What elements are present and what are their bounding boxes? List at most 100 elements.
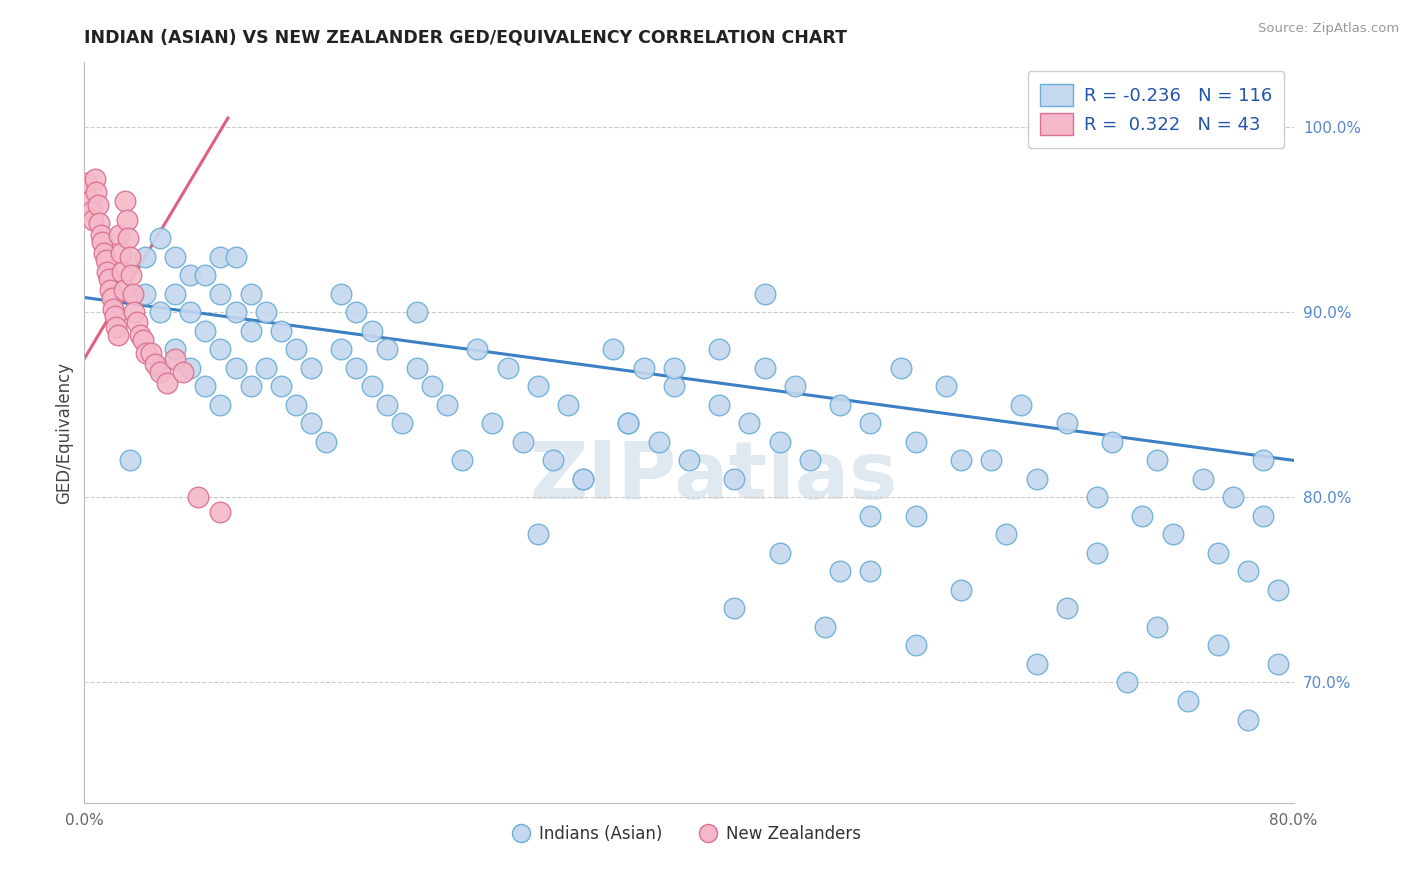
Point <box>149 305 172 319</box>
Point <box>980 453 1002 467</box>
Point <box>1056 601 1078 615</box>
Point <box>194 379 217 393</box>
Point <box>738 417 761 431</box>
Point <box>1146 453 1168 467</box>
Point <box>179 268 201 283</box>
Point <box>360 324 382 338</box>
Point <box>859 508 882 523</box>
Point <box>299 360 322 375</box>
Point <box>165 286 187 301</box>
Point <box>935 379 957 393</box>
Point <box>122 305 145 319</box>
Point <box>330 286 353 301</box>
Point <box>187 491 209 505</box>
Point <box>93 246 115 260</box>
Point <box>86 185 108 199</box>
Point <box>662 379 685 393</box>
Point <box>172 365 194 379</box>
Point <box>209 398 232 412</box>
Point <box>84 172 107 186</box>
Point <box>617 417 640 431</box>
Point <box>139 346 162 360</box>
Point <box>117 231 139 245</box>
Point <box>115 212 138 227</box>
Point <box>769 434 792 449</box>
Point <box>110 246 132 260</box>
Point <box>391 417 413 431</box>
Point <box>1146 620 1168 634</box>
Text: INDIAN (ASIAN) VS NEW ZEALANDER GED/EQUIVALENCY CORRELATION CHART: INDIAN (ASIAN) VS NEW ZEALANDER GED/EQUI… <box>84 29 848 47</box>
Point <box>145 357 167 371</box>
Point <box>165 351 187 366</box>
Point <box>82 212 104 227</box>
Point <box>633 360 655 375</box>
Point <box>209 343 232 357</box>
Point <box>179 360 201 375</box>
Point <box>859 565 882 579</box>
Point <box>101 301 124 316</box>
Point <box>799 453 821 467</box>
Point <box>156 376 179 390</box>
Point <box>121 286 143 301</box>
Point <box>254 360 277 375</box>
Point <box>209 250 232 264</box>
Point <box>830 398 852 412</box>
Point <box>239 379 262 393</box>
Point <box>118 250 141 264</box>
Point <box>1161 527 1184 541</box>
Point <box>90 227 112 242</box>
Point <box>904 639 927 653</box>
Point <box>149 360 172 375</box>
Point <box>239 286 262 301</box>
Point <box>950 453 973 467</box>
Point <box>89 217 111 231</box>
Point <box>94 253 117 268</box>
Point <box>617 417 640 431</box>
Point <box>114 194 136 209</box>
Point <box>107 327 129 342</box>
Point <box>1116 675 1139 690</box>
Point <box>830 565 852 579</box>
Point <box>496 360 519 375</box>
Point <box>91 235 114 249</box>
Point <box>754 286 776 301</box>
Point <box>754 360 776 375</box>
Point <box>527 527 550 541</box>
Point <box>299 417 322 431</box>
Point <box>904 434 927 449</box>
Point <box>467 343 489 357</box>
Point <box>135 346 157 360</box>
Point <box>285 343 308 357</box>
Point <box>96 264 118 278</box>
Point <box>1011 398 1033 412</box>
Point <box>678 453 700 467</box>
Point <box>120 268 142 283</box>
Point <box>239 324 262 338</box>
Point <box>783 379 806 393</box>
Point <box>149 365 172 379</box>
Point <box>1267 657 1289 671</box>
Point <box>118 453 141 467</box>
Y-axis label: GED/Equivalency: GED/Equivalency <box>55 361 73 504</box>
Point <box>541 453 564 467</box>
Point <box>127 314 149 328</box>
Point <box>1206 639 1229 653</box>
Point <box>995 527 1018 541</box>
Point <box>1222 491 1244 505</box>
Point <box>420 379 443 393</box>
Point <box>1101 434 1123 449</box>
Point <box>1177 694 1199 708</box>
Point <box>112 283 135 297</box>
Point <box>1056 417 1078 431</box>
Point <box>1206 546 1229 560</box>
Text: ZIPatlas: ZIPatlas <box>529 438 897 516</box>
Point <box>346 305 368 319</box>
Point <box>97 272 120 286</box>
Point <box>572 472 595 486</box>
Point <box>557 398 579 412</box>
Point <box>209 286 232 301</box>
Point <box>132 333 155 347</box>
Point <box>100 291 122 305</box>
Point <box>1267 582 1289 597</box>
Point <box>648 434 671 449</box>
